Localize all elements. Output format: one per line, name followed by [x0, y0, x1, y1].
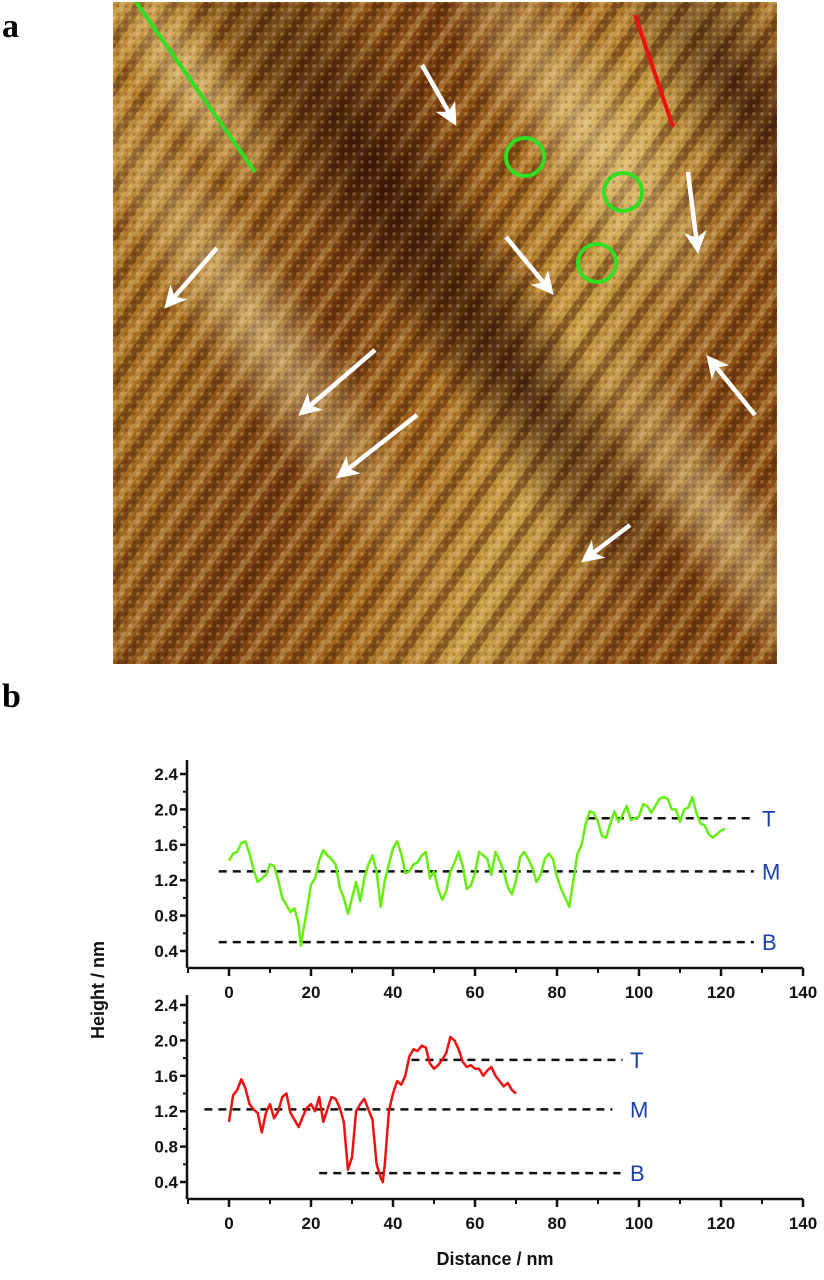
x-tick-label: 140 — [789, 983, 817, 1002]
white-arrow-icon — [504, 235, 554, 295]
level-label-m: M — [762, 859, 780, 884]
y-tick-label: 2.4 — [154, 996, 178, 1015]
x-tick-label: 100 — [625, 1214, 653, 1233]
y-tick-label: 2.4 — [154, 765, 178, 784]
x-tick-label: 120 — [707, 1214, 735, 1233]
green-circle-marker — [504, 136, 546, 178]
red-profile-line — [633, 14, 675, 128]
y-tick-label: 0.4 — [154, 942, 178, 961]
x-tick-label: 60 — [466, 1214, 485, 1233]
y-tick-label: 2.0 — [154, 800, 178, 819]
y-tick-label: 1.2 — [154, 871, 178, 890]
green-circle-marker — [602, 171, 644, 213]
y-tick-label: 1.6 — [154, 836, 178, 855]
x-tick-label: 120 — [707, 983, 735, 1002]
y-axis-title: Height / nm — [88, 941, 108, 1039]
x-tick-label: 40 — [384, 983, 403, 1002]
y-tick-label: 1.2 — [154, 1102, 178, 1121]
panel-b-label: b — [2, 678, 21, 715]
profile-series-line — [227, 1035, 517, 1184]
white-arrow-icon — [335, 413, 419, 479]
white-arrow-icon — [580, 523, 632, 563]
green-circle-marker — [576, 242, 618, 284]
level-label-t: T — [630, 1048, 643, 1073]
x-tick-label: 60 — [466, 983, 485, 1002]
x-tick-label: 80 — [548, 1214, 567, 1233]
green-profile-line — [134, 2, 257, 174]
level-label-b: B — [630, 1161, 645, 1186]
x-tick-label: 0 — [224, 1214, 233, 1233]
x-tick-label: 20 — [302, 1214, 321, 1233]
y-tick-label: 0.8 — [154, 907, 178, 926]
x-tick-label: 40 — [384, 1214, 403, 1233]
level-label-t: T — [762, 806, 775, 831]
white-arrow-icon — [298, 348, 377, 416]
profile-series-line — [227, 795, 726, 947]
x-tick-label: 20 — [302, 983, 321, 1002]
x-axis-title: Distance / nm — [436, 1249, 553, 1269]
y-tick-label: 0.4 — [154, 1173, 178, 1192]
level-label-m: M — [630, 1097, 648, 1122]
x-tick-label: 140 — [789, 1214, 817, 1233]
green-height-profile-plot: 0.4 0.8 1.2 1.6 2.0 2.4 0 20 40 60 80 100 120 140 T M B — [154, 760, 817, 1002]
y-tick-label: 0.8 — [154, 1138, 178, 1157]
x-tick-label: 80 — [548, 983, 567, 1002]
x-tick-label: 100 — [625, 983, 653, 1002]
level-label-b: B — [762, 930, 777, 955]
white-arrow-icon — [684, 171, 707, 254]
panel-a-label: a — [2, 8, 19, 45]
white-arrow-icon — [164, 246, 219, 309]
y-tick-label: 2.0 — [154, 1031, 178, 1050]
x-tick-label: 0 — [224, 983, 233, 1002]
white-arrow-icon — [706, 355, 757, 417]
y-tick-label: 1.6 — [154, 1067, 178, 1086]
red-height-profile-plot: 0.4 0.8 1.2 1.6 2.0 2.4 0 20 40 60 80 100 120 140 TM B — [154, 995, 817, 1233]
afm-height-image — [113, 2, 777, 664]
white-arrow-icon — [420, 63, 457, 126]
